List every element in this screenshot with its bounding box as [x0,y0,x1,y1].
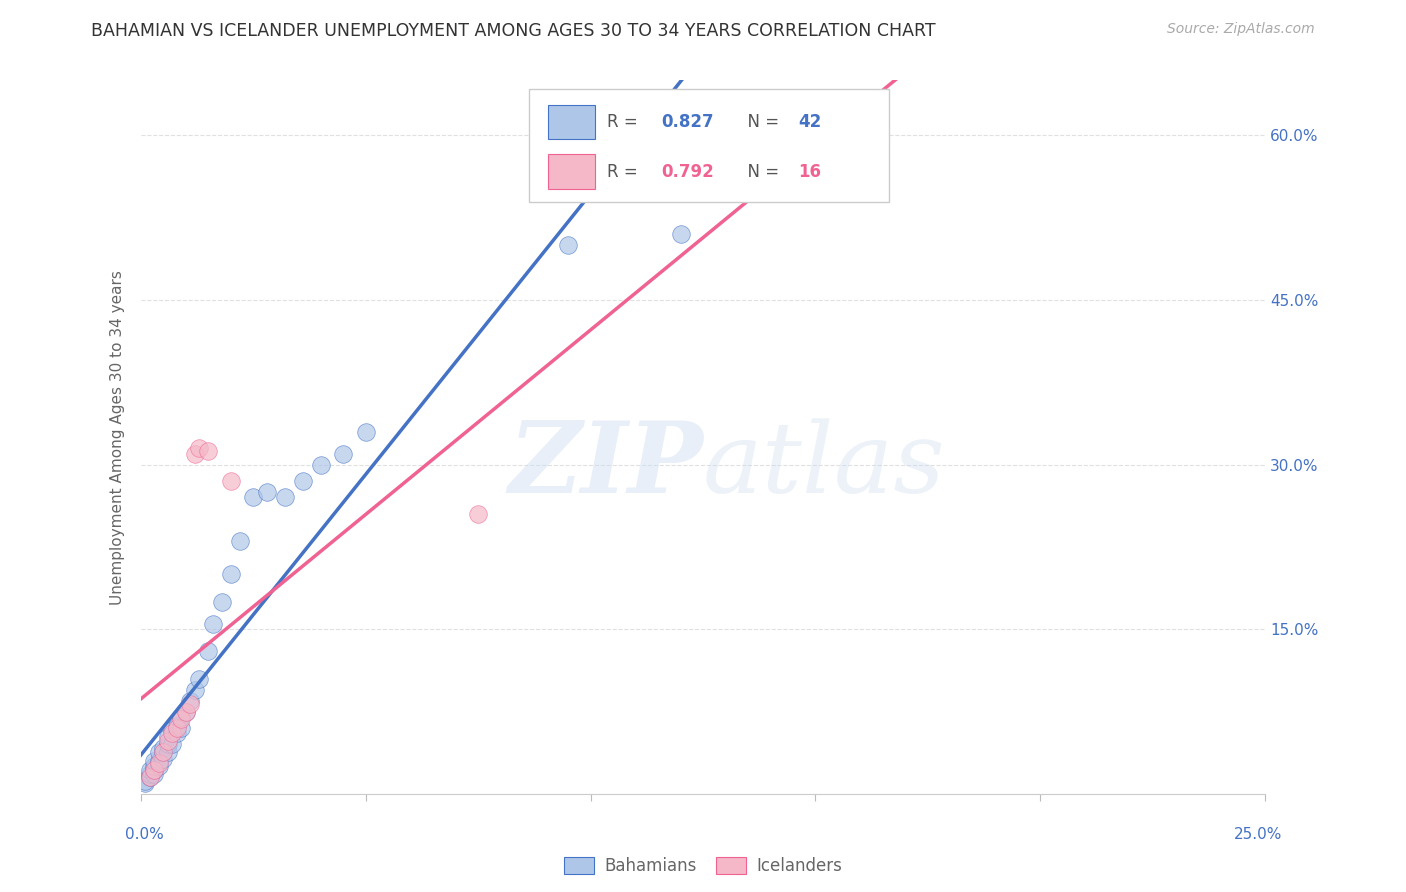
Text: atlas: atlas [703,418,946,513]
Text: N =: N = [737,113,785,131]
Point [166,726,188,740]
Point [170,721,193,735]
Point [143,754,166,768]
Point [183,446,205,460]
Point [160,738,183,752]
Text: R =: R = [607,113,644,131]
Point [183,682,205,697]
Point [669,227,692,241]
Point [188,441,211,455]
Point [152,745,174,759]
Text: 0.827: 0.827 [661,113,714,131]
Point [219,567,242,582]
Point [174,705,197,719]
Point [152,740,174,755]
Point [134,773,156,788]
Point [160,723,183,738]
Point [148,756,170,771]
Point [273,491,295,505]
Point [143,759,166,773]
Point [148,759,170,773]
Text: 25.0%: 25.0% [1234,827,1282,841]
Point [148,745,170,759]
Point [138,771,160,785]
Point [179,693,201,707]
Point [332,446,354,460]
Point [188,672,211,686]
Text: N =: N = [737,162,785,180]
Point [156,734,179,748]
FancyBboxPatch shape [529,89,889,202]
Point [309,458,332,472]
Point [242,491,264,505]
Text: Source: ZipAtlas.com: Source: ZipAtlas.com [1167,22,1315,37]
Point [170,710,193,724]
Point [138,771,160,785]
Point [143,763,166,777]
Point [152,752,174,766]
Point [197,644,219,658]
Point [179,697,201,711]
Point [197,444,219,458]
Point [228,534,250,549]
Text: R =: R = [607,162,644,180]
Point [174,705,197,719]
Point [134,776,156,790]
Point [148,754,170,768]
Legend: Bahamians, Icelanders: Bahamians, Icelanders [557,850,849,882]
Point [219,474,242,488]
Bar [548,105,595,139]
Point [170,712,193,726]
Text: 42: 42 [799,113,823,131]
Point [557,238,579,252]
Point [256,485,278,500]
Point [156,730,179,744]
Bar [548,154,595,189]
Point [138,763,160,777]
Y-axis label: Unemployment Among Ages 30 to 34 years: Unemployment Among Ages 30 to 34 years [110,269,125,605]
Point [143,763,166,777]
Point [138,767,160,781]
Point [467,507,489,521]
Point [156,738,179,752]
Point [804,139,827,153]
Point [211,595,233,609]
Text: ZIP: ZIP [508,417,703,514]
Point [201,616,224,631]
Text: 0.792: 0.792 [661,162,714,180]
Point [354,425,377,439]
Text: 0.0%: 0.0% [125,827,165,841]
Text: 16: 16 [799,162,821,180]
Point [152,745,174,759]
Point [143,767,166,781]
Point [291,474,314,488]
Point [166,721,188,735]
Point [160,726,183,740]
Text: BAHAMIAN VS ICELANDER UNEMPLOYMENT AMONG AGES 30 TO 34 YEARS CORRELATION CHART: BAHAMIAN VS ICELANDER UNEMPLOYMENT AMONG… [91,22,936,40]
Point [166,719,188,733]
Point [156,745,179,759]
